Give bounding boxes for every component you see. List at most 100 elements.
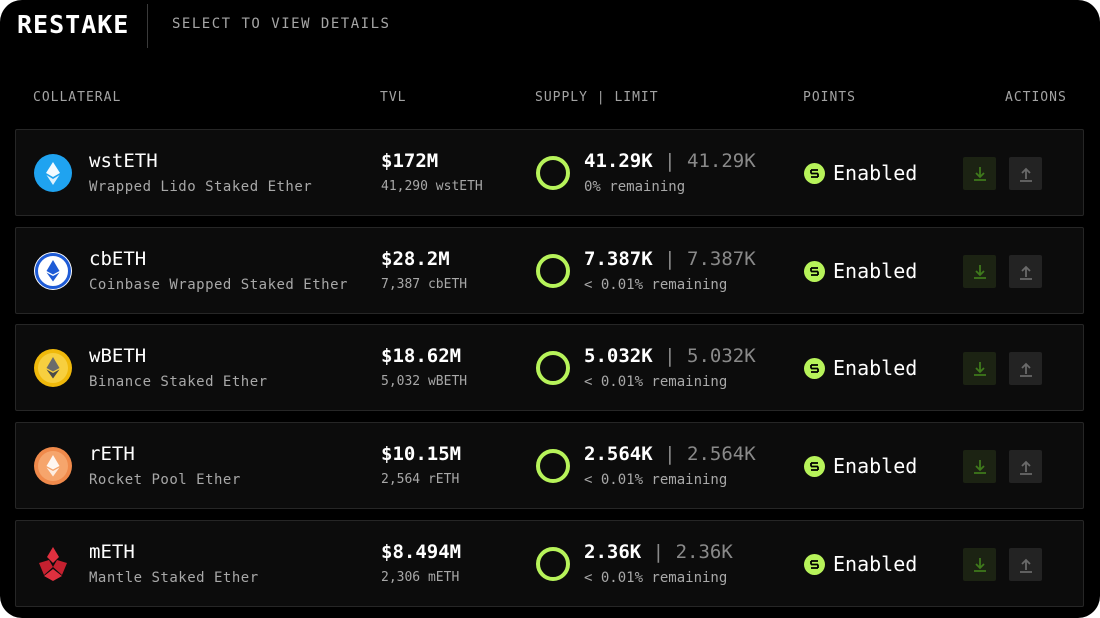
asset-name: wstETH: [89, 150, 158, 172]
download-icon: [973, 459, 986, 474]
page-title: RESTAKE: [17, 10, 130, 39]
cbeth-icon: [34, 252, 72, 290]
supply-progress-ring: [536, 351, 570, 385]
table-row-reth[interactable]: rETH Rocket Pool Ether $10.15M 2,564 rET…: [15, 422, 1084, 509]
tvl-value: $28.2M: [381, 248, 450, 270]
supply-limit: 2.36K | 2.36K: [584, 541, 733, 563]
remaining-text: < 0.01% remaining: [584, 374, 728, 390]
column-header-points: POINTS: [803, 90, 856, 105]
withdraw-button[interactable]: [1009, 548, 1042, 581]
supply-separator: |: [664, 248, 676, 270]
points-icon: [804, 456, 825, 477]
upload-icon: [1019, 460, 1032, 475]
deposit-button[interactable]: [963, 548, 996, 581]
column-header-collateral: COLLATERAL: [33, 90, 122, 105]
upload-icon: [1019, 265, 1032, 280]
supply-limit: 2.564K | 2.564K: [584, 443, 756, 465]
withdraw-button[interactable]: [1009, 352, 1042, 385]
limit-value: 41.29K: [687, 150, 756, 172]
asset-description: Rocket Pool Ether: [89, 472, 241, 488]
deposit-button[interactable]: [963, 255, 996, 288]
supply-progress-ring: [536, 547, 570, 581]
supply-limit: 5.032K | 5.032K: [584, 345, 756, 367]
asset-description: Mantle Staked Ether: [89, 570, 259, 586]
asset-description: Wrapped Lido Staked Ether: [89, 179, 313, 195]
download-icon: [973, 361, 986, 376]
supply-value: 2.36K: [584, 541, 642, 563]
limit-value: 7.387K: [687, 248, 756, 270]
points-label: Enabled: [833, 259, 918, 283]
points-label: Enabled: [833, 161, 918, 185]
upload-icon: [1019, 167, 1032, 182]
wbeth-icon: [34, 349, 72, 387]
tvl-value: $172M: [381, 150, 439, 172]
deposit-button[interactable]: [963, 450, 996, 483]
page-subtitle: SELECT TO VIEW DETAILS: [172, 16, 391, 32]
tvl-amount: 2,564 rETH: [381, 472, 460, 487]
supply-progress-ring: [536, 449, 570, 483]
tvl-value: $10.15M: [381, 443, 462, 465]
supply-value: 41.29K: [584, 150, 653, 172]
asset-description: Binance Staked Ether: [89, 374, 268, 390]
meth-icon: [34, 545, 72, 583]
points-icon: [804, 554, 825, 575]
remaining-text: < 0.01% remaining: [584, 277, 728, 293]
tvl-amount: 41,290 wstETH: [381, 179, 483, 194]
deposit-button[interactable]: [963, 352, 996, 385]
points-label: Enabled: [833, 454, 918, 478]
supply-value: 7.387K: [584, 248, 653, 270]
table-row-wbeth[interactable]: wBETH Binance Staked Ether $18.62M 5,032…: [15, 324, 1084, 411]
tvl-amount: 5,032 wBETH: [381, 374, 468, 389]
points-icon: [804, 261, 825, 282]
withdraw-button[interactable]: [1009, 157, 1042, 190]
asset-name: rETH: [89, 443, 135, 465]
table-row-cbeth[interactable]: cbETH Coinbase Wrapped Staked Ether $28.…: [15, 227, 1084, 314]
supply-limit: 41.29K | 41.29K: [584, 150, 756, 172]
asset-description: Coinbase Wrapped Staked Ether: [89, 277, 348, 293]
supply-separator: |: [664, 443, 676, 465]
remaining-text: < 0.01% remaining: [584, 472, 728, 488]
column-header-actions: ACTIONS: [1005, 90, 1067, 105]
tvl-value: $18.62M: [381, 345, 462, 367]
deposit-button[interactable]: [963, 157, 996, 190]
tvl-amount: 2,306 mETH: [381, 570, 460, 585]
limit-value: 5.032K: [687, 345, 756, 367]
points-icon: [804, 163, 825, 184]
reth-icon: [34, 447, 72, 485]
asset-name: cbETH: [89, 248, 147, 270]
table-row-meth[interactable]: mETH Mantle Staked Ether $8.494M 2,306 m…: [15, 520, 1084, 607]
header-divider: [147, 4, 148, 48]
upload-icon: [1019, 362, 1032, 377]
asset-name: mETH: [89, 541, 135, 563]
limit-value: 2.564K: [687, 443, 756, 465]
header: RESTAKE SELECT TO VIEW DETAILS: [0, 0, 1100, 50]
supply-separator: |: [652, 541, 665, 563]
supply-value: 5.032K: [584, 345, 653, 367]
supply-progress-ring: [536, 254, 570, 288]
table-row-wsteth[interactable]: wstETH Wrapped Lido Staked Ether $172M 4…: [15, 129, 1084, 216]
limit-value: 2.36K: [675, 541, 733, 563]
column-header-supply-limit: SUPPLY | LIMIT: [535, 90, 659, 105]
supply-separator: |: [664, 345, 676, 367]
download-icon: [973, 264, 986, 279]
supply-progress-ring: [536, 156, 570, 190]
supply-limit: 7.387K | 7.387K: [584, 248, 756, 270]
points-icon: [804, 358, 825, 379]
column-header-tvl: TVL: [380, 90, 407, 105]
supply-value: 2.564K: [584, 443, 653, 465]
wsteth-icon: [34, 154, 72, 192]
points-label: Enabled: [833, 356, 918, 380]
withdraw-button[interactable]: [1009, 255, 1042, 288]
withdraw-button[interactable]: [1009, 450, 1042, 483]
download-icon: [973, 166, 986, 181]
supply-separator: |: [664, 150, 676, 172]
asset-name: wBETH: [89, 345, 147, 367]
points-label: Enabled: [833, 552, 918, 576]
remaining-text: < 0.01% remaining: [584, 570, 728, 586]
tvl-value: $8.494M: [381, 541, 462, 563]
download-icon: [973, 557, 986, 572]
tvl-amount: 7,387 cbETH: [381, 277, 468, 292]
upload-icon: [1019, 558, 1032, 573]
remaining-text: 0% remaining: [584, 179, 686, 195]
